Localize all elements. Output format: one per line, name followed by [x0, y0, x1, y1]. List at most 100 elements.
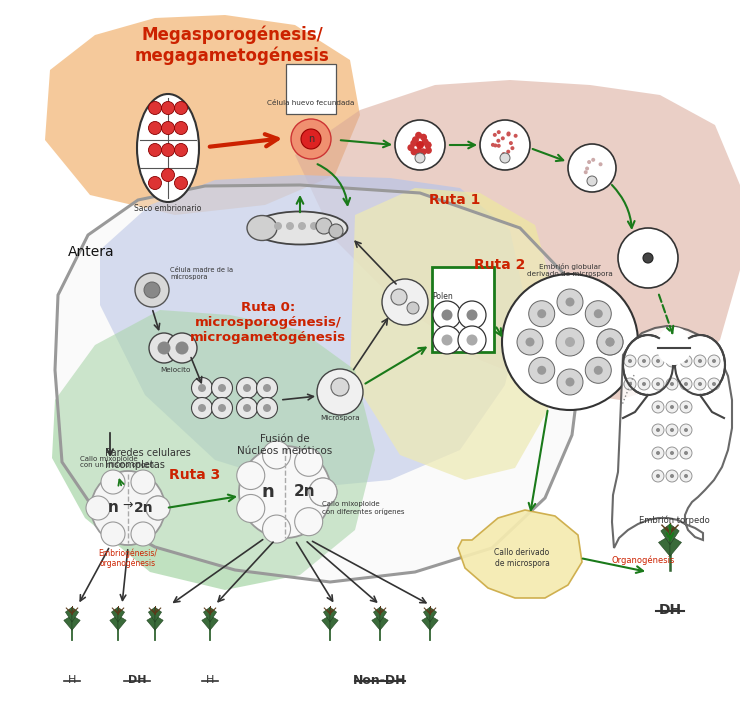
- Circle shape: [557, 369, 583, 395]
- Text: 2n: 2n: [134, 501, 154, 515]
- Text: Ruta 0:
microsporogénesis/
microgametogénesis: Ruta 0: microsporogénesis/ microgametogé…: [190, 300, 346, 343]
- Polygon shape: [55, 185, 582, 582]
- Circle shape: [529, 358, 555, 383]
- Circle shape: [236, 378, 257, 398]
- Circle shape: [131, 470, 155, 494]
- Circle shape: [594, 309, 603, 318]
- Circle shape: [684, 405, 688, 409]
- Circle shape: [243, 404, 251, 412]
- Circle shape: [597, 329, 623, 355]
- Polygon shape: [670, 524, 680, 545]
- Circle shape: [670, 359, 674, 363]
- Circle shape: [684, 382, 688, 386]
- Polygon shape: [72, 607, 79, 622]
- Circle shape: [592, 177, 596, 181]
- Circle shape: [131, 522, 155, 546]
- Polygon shape: [350, 188, 560, 480]
- Circle shape: [557, 289, 583, 315]
- Circle shape: [218, 384, 226, 392]
- Circle shape: [638, 378, 650, 390]
- Text: Ruta 3: Ruta 3: [170, 468, 220, 482]
- Circle shape: [466, 335, 478, 345]
- Circle shape: [670, 474, 674, 478]
- Circle shape: [680, 470, 692, 482]
- Polygon shape: [118, 616, 126, 630]
- Circle shape: [656, 382, 660, 386]
- Circle shape: [395, 120, 445, 170]
- Text: Callo mixoploide
con un mismo origen: Callo mixoploide con un mismo origen: [80, 455, 154, 468]
- Circle shape: [618, 228, 678, 288]
- Text: H: H: [68, 675, 76, 685]
- Circle shape: [698, 382, 702, 386]
- Circle shape: [101, 470, 125, 494]
- Circle shape: [656, 405, 660, 409]
- Circle shape: [584, 170, 588, 174]
- Circle shape: [680, 424, 692, 436]
- Circle shape: [211, 398, 232, 418]
- Circle shape: [501, 137, 505, 140]
- Polygon shape: [112, 607, 118, 622]
- Ellipse shape: [623, 335, 673, 395]
- Polygon shape: [45, 15, 360, 215]
- Circle shape: [652, 355, 664, 367]
- Circle shape: [566, 297, 574, 307]
- Text: Célula huevo fecundada: Célula huevo fecundada: [267, 100, 355, 106]
- Polygon shape: [424, 607, 430, 622]
- Circle shape: [565, 337, 575, 347]
- Text: →: →: [123, 498, 134, 511]
- Circle shape: [638, 355, 650, 367]
- Text: Meiocito: Meiocito: [160, 367, 190, 373]
- Circle shape: [587, 176, 597, 186]
- Circle shape: [670, 405, 674, 409]
- Text: Antera: Antera: [68, 245, 115, 259]
- Circle shape: [680, 401, 692, 413]
- Circle shape: [502, 274, 638, 410]
- Text: Megasporogénesis/
megagametogénesis: Megasporogénesis/ megagametogénesis: [135, 25, 329, 65]
- Circle shape: [407, 144, 414, 151]
- Polygon shape: [648, 415, 703, 498]
- Circle shape: [656, 359, 660, 363]
- Ellipse shape: [675, 335, 725, 395]
- Circle shape: [237, 495, 265, 523]
- Circle shape: [657, 331, 691, 365]
- Text: Callo derivado
de microspora: Callo derivado de microspora: [494, 548, 550, 568]
- Circle shape: [175, 122, 188, 134]
- Bar: [648, 365, 700, 420]
- Polygon shape: [155, 616, 164, 630]
- Text: Embrión torpedo: Embrión torpedo: [638, 516, 710, 525]
- Circle shape: [502, 152, 506, 156]
- Polygon shape: [322, 616, 330, 630]
- Circle shape: [148, 177, 161, 189]
- Circle shape: [537, 309, 546, 318]
- Circle shape: [514, 134, 517, 138]
- Circle shape: [537, 366, 546, 375]
- Polygon shape: [430, 616, 438, 630]
- Circle shape: [670, 451, 674, 455]
- Circle shape: [175, 177, 188, 189]
- Circle shape: [198, 384, 206, 392]
- Circle shape: [198, 404, 206, 412]
- Circle shape: [585, 167, 589, 170]
- Circle shape: [556, 328, 584, 356]
- Circle shape: [585, 358, 611, 383]
- Text: Non-DH: Non-DH: [353, 674, 407, 686]
- Circle shape: [91, 471, 165, 545]
- Circle shape: [605, 337, 614, 347]
- Circle shape: [274, 222, 282, 230]
- Polygon shape: [380, 616, 388, 630]
- Circle shape: [680, 447, 692, 459]
- Circle shape: [317, 369, 363, 415]
- Text: Saco embrionario: Saco embrionario: [134, 204, 202, 212]
- Circle shape: [666, 470, 678, 482]
- Circle shape: [391, 289, 407, 305]
- Circle shape: [420, 134, 427, 141]
- Circle shape: [698, 359, 702, 363]
- Circle shape: [158, 342, 170, 355]
- Polygon shape: [100, 175, 525, 488]
- Circle shape: [191, 378, 212, 398]
- Circle shape: [643, 253, 653, 263]
- Circle shape: [263, 404, 271, 412]
- Circle shape: [148, 122, 161, 134]
- Circle shape: [628, 359, 632, 363]
- Text: Célula madre de la
microspora: Célula madre de la microspora: [170, 267, 233, 280]
